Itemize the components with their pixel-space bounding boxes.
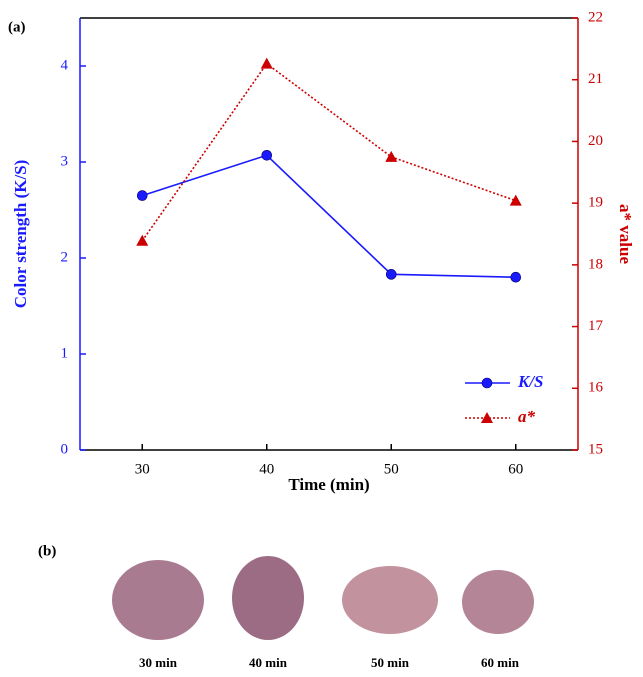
data-point bbox=[136, 234, 149, 246]
y2-axis-label: a* value bbox=[616, 204, 635, 264]
y2-tick-label: 18 bbox=[588, 256, 603, 272]
y-tick-label: 2 bbox=[61, 249, 69, 265]
series-line bbox=[142, 154, 516, 278]
legend-label: K/S bbox=[517, 372, 544, 391]
legend-marker bbox=[481, 412, 493, 423]
data-point bbox=[510, 271, 522, 283]
photo-caption: 40 min bbox=[249, 655, 288, 670]
legend-label: a* bbox=[518, 407, 536, 426]
data-point bbox=[136, 190, 148, 201]
y2-tick-label: 22 bbox=[588, 9, 603, 25]
x-axis-label: Time (min) bbox=[288, 475, 369, 494]
y2-tick-label: 16 bbox=[588, 380, 604, 396]
y-tick-label: 1 bbox=[61, 345, 69, 361]
x-tick-label: 30 bbox=[135, 461, 150, 477]
yarn-photo bbox=[232, 556, 304, 640]
y2-tick-label: 15 bbox=[588, 441, 603, 457]
photo-caption: 30 min bbox=[139, 655, 178, 670]
y-tick-label: 0 bbox=[61, 441, 69, 457]
panel-label: (b) bbox=[38, 543, 56, 559]
y2-tick-label: 20 bbox=[588, 133, 603, 149]
y2-tick-label: 17 bbox=[588, 318, 604, 334]
data-point bbox=[385, 150, 398, 162]
data-point bbox=[260, 57, 273, 69]
data-point bbox=[261, 149, 273, 161]
data-point bbox=[385, 269, 397, 280]
y-tick-label: 4 bbox=[61, 57, 69, 73]
yarn-photo bbox=[112, 560, 204, 640]
legend-marker bbox=[481, 377, 493, 389]
y2-tick-label: 21 bbox=[588, 71, 603, 87]
y-tick-label: 3 bbox=[61, 153, 69, 169]
y2-tick-label: 19 bbox=[588, 195, 603, 211]
y-axis-label: Color strength (K/S) bbox=[11, 160, 30, 309]
photo-caption: 60 min bbox=[481, 655, 520, 670]
x-tick-label: 50 bbox=[384, 461, 399, 477]
series-line bbox=[141, 62, 517, 242]
panel-label: (a) bbox=[8, 19, 26, 35]
yarn-photos bbox=[112, 556, 534, 640]
x-tick-label: 60 bbox=[508, 461, 523, 477]
data-point bbox=[509, 194, 522, 206]
yarn-photo bbox=[342, 566, 438, 634]
x-tick-label: 40 bbox=[259, 461, 274, 477]
yarn-photo bbox=[462, 570, 534, 634]
photo-caption: 50 min bbox=[371, 655, 410, 670]
